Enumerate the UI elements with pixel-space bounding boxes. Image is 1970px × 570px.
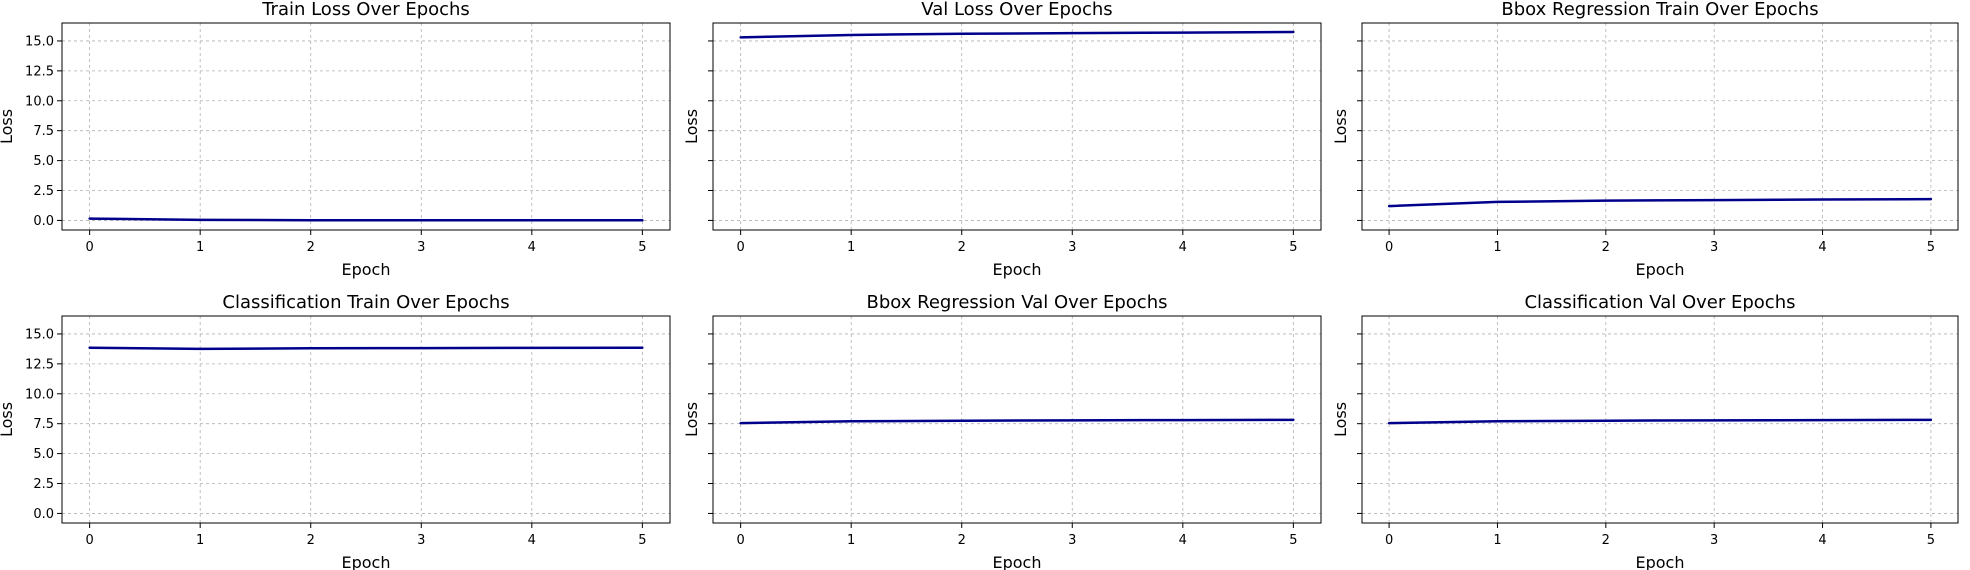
subplot-6: 0 1 2 3 4 5 Classification Val Over Epochs Epoc… [1331,292,1959,570]
y-tick-label: 12.5 [25,64,54,79]
loss-line [1387,418,1933,425]
x-axis-label: Epoch [993,553,1042,570]
x-tick-label: 3 [417,240,425,255]
x-tick-label: 0 [736,240,744,255]
loss-line [1387,197,1933,208]
x-tick-label: 2 [958,533,966,548]
x-tick-label: 3 [1068,240,1076,255]
x-tick-label: 0 [85,533,93,548]
x-tick-label: 4 [1818,533,1826,548]
x-tick-label: 3 [1068,533,1076,548]
x-tick-label: 1 [847,533,855,548]
x-tick-label: 3 [1710,240,1718,255]
x-axis-label: Epoch [993,260,1042,279]
y-tick-label: 0.0 [33,214,54,229]
x-axis-label: Epoch [342,260,391,279]
y-tick-label: 12.5 [25,357,54,372]
x-tick-label: 5 [1289,240,1297,255]
x-tick-label: 5 [1289,533,1297,548]
y-tick-label: 7.5 [33,417,54,432]
x-tick-label: 5 [638,533,646,548]
x-tick-label: 4 [528,240,536,255]
y-tick-label: 5.0 [33,154,54,169]
plot-frame [1361,22,1959,231]
subplot-3: 0 1 2 3 4 5 Bbox Regression Train Over Epochs E… [1331,0,1959,279]
subplot-4: 0 1 2 3 4 5 0.0 2.5 5.0 7.5 10.0 12.5 15.0 Classifica… [0,292,671,570]
y-tick-label: 5.0 [33,447,54,462]
x-tick-label: 1 [847,240,855,255]
y-tick-label: 2.5 [33,477,54,492]
y-axis-label: Loss [1331,402,1350,437]
x-tick-label: 3 [1710,533,1718,548]
subplot-1: 0 1 2 3 4 5 0.0 2.5 5.0 7.5 10.0 12.5 15.0 Train Loss… [0,0,671,279]
y-tick-label: 0.0 [33,507,54,522]
x-tick-label: 1 [1493,240,1501,255]
plot-frame [61,315,671,524]
loss-line [88,217,644,222]
x-tick-label: 1 [196,240,204,255]
x-axis-label: Epoch [1636,553,1685,570]
y-tick-label: 7.5 [33,124,54,139]
x-tick-label: 4 [528,533,536,548]
x-tick-label: 1 [1493,533,1501,548]
subplot-title: Train Loss Over Epochs [261,0,470,20]
y-tick-label: 15.0 [25,327,54,342]
x-tick-label: 5 [638,240,646,255]
subplot-title: Classification Train Over Epochs [222,292,509,313]
x-axis-label: Epoch [342,553,391,570]
x-tick-label: 4 [1179,533,1187,548]
subplot-title: Bbox Regression Train Over Epochs [1501,0,1818,20]
y-axis-label: Loss [682,109,701,144]
x-tick-label: 3 [417,533,425,548]
y-tick-label: 2.5 [33,184,54,199]
y-axis-label: Loss [0,109,16,144]
y-tick-label: 10.0 [25,94,54,109]
y-tick-label: 15.0 [25,34,54,49]
x-tick-label: 5 [1927,533,1935,548]
x-tick-label: 4 [1818,240,1826,255]
subplot-title: Classification Val Over Epochs [1524,292,1795,313]
x-tick-label: 5 [1927,240,1935,255]
x-tick-label: 0 [1385,533,1393,548]
subplot-title: Bbox Regression Val Over Epochs [867,292,1168,313]
loss-line [88,346,644,351]
y-axis-label: Loss [682,402,701,437]
subplot-2: 0 1 2 3 4 5 Val Loss Over Epochs Epoch Loss [682,0,1322,279]
x-tick-label: 0 [1385,240,1393,255]
y-axis-label: Loss [0,402,16,437]
loss-line [739,30,1295,39]
x-tick-label: 1 [196,533,204,548]
subplot-5: 0 1 2 3 4 5 Bbox Regression Val Over Epochs Epo… [682,292,1322,570]
x-tick-label: 2 [958,240,966,255]
y-tick-label: 10.0 [25,387,54,402]
subplot-title: Val Loss Over Epochs [921,0,1112,20]
x-axis-label: Epoch [1636,260,1685,279]
plot-frame [712,315,1322,524]
plot-frame [1361,315,1959,524]
plot-frame [61,22,671,231]
y-axis-label: Loss [1331,109,1350,144]
plot-frame [712,22,1322,231]
x-tick-label: 4 [1179,240,1187,255]
x-tick-label: 2 [307,533,315,548]
x-tick-label: 2 [307,240,315,255]
x-tick-label: 0 [736,533,744,548]
x-tick-label: 2 [1602,240,1610,255]
x-tick-label: 2 [1602,533,1610,548]
x-tick-label: 0 [85,240,93,255]
loss-line [739,418,1295,425]
